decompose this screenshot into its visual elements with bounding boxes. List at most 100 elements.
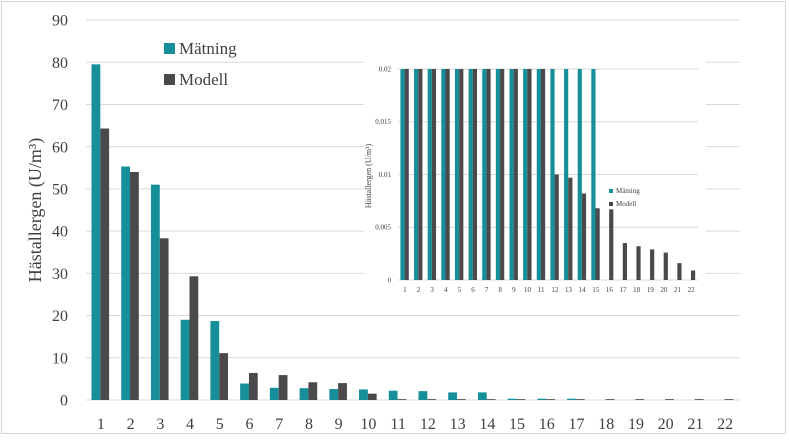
- main-x-tick-label: 4: [186, 416, 194, 433]
- inset-x-tick-label: 7: [485, 286, 489, 294]
- inset-x-tick-label: 20: [660, 286, 668, 294]
- main-y-tick-label: 0: [60, 393, 68, 410]
- inset-bar-modell: [677, 263, 682, 280]
- main-x-tick-label: 5: [216, 416, 224, 433]
- inset-x-tick-label: 17: [620, 286, 628, 294]
- main-bar-matning: [150, 184, 160, 400]
- main-bar-matning: [121, 166, 131, 400]
- inset-bar-modell: [472, 69, 477, 280]
- main-bar-matning: [240, 383, 249, 400]
- inset-bar-matning: [495, 69, 501, 280]
- inset-bar-modell: [690, 270, 696, 280]
- inset-x-tick-label: 5: [458, 286, 462, 294]
- main-bar-matning: [448, 392, 458, 400]
- inset-bar-modell: [418, 69, 423, 280]
- main-bar-matning: [180, 319, 190, 400]
- inset-legend-label: Modell: [616, 200, 636, 208]
- main-bar-modell: [516, 399, 526, 400]
- inset-bar-modell: [609, 209, 614, 280]
- inset-y-tick-label: 0.02: [379, 65, 392, 73]
- inset-bar-modell: [622, 243, 627, 280]
- main-bar-modell: [635, 399, 645, 400]
- inset-x-tick-label: 1: [403, 286, 407, 294]
- main-x-tick-label: 21: [687, 416, 703, 433]
- inset-x-tick-label: 10: [524, 286, 532, 294]
- inset-bar-modell: [663, 252, 668, 280]
- inset-legend-swatch: [609, 202, 613, 206]
- main-bar-modell: [130, 172, 139, 400]
- inset-bar-modell: [431, 69, 437, 280]
- inset-x-tick-label: 19: [647, 286, 655, 294]
- inset-bar-modell: [445, 69, 450, 280]
- inset-bar-modell: [636, 246, 641, 280]
- main-y-tick-label: 30: [52, 266, 68, 283]
- main-x-tick-label: 8: [305, 416, 313, 433]
- inset-bar-matning: [400, 69, 405, 280]
- inset-x-tick-label: 11: [538, 286, 545, 294]
- inset-bar-modell: [540, 69, 546, 280]
- inset-bar-modell: [500, 69, 505, 280]
- inset-bar-matning: [509, 69, 514, 280]
- inset-x-tick-label: 9: [512, 286, 516, 294]
- main-bar-modell: [546, 399, 556, 400]
- main-bar-modell: [338, 383, 347, 400]
- main-bar-modell: [248, 372, 258, 400]
- inset-x-tick-label: 8: [499, 286, 503, 294]
- inset-bar-matning: [591, 69, 596, 280]
- inset-x-tick-label: 18: [633, 286, 641, 294]
- main-y-tick-label: 40: [52, 224, 68, 241]
- main-x-tick-label: 22: [717, 416, 733, 433]
- inset-bar-modell: [404, 69, 409, 280]
- main-bar-modell: [159, 238, 169, 400]
- main-y-tick-label: 10: [52, 350, 68, 367]
- main-bar-matning: [210, 321, 220, 400]
- main-y-tick-label: 20: [52, 308, 68, 325]
- inset-bar-matning: [564, 69, 569, 280]
- main-bar-matning: [91, 64, 101, 400]
- inset-bar-modell: [486, 69, 491, 280]
- inset-x-tick-label: 14: [579, 286, 587, 294]
- main-bar-matning: [388, 390, 398, 400]
- main-bar-matning: [477, 392, 487, 400]
- main-x-tick-label: 14: [479, 416, 495, 433]
- inset-bar-matning: [523, 69, 528, 280]
- inset-bar-modell: [527, 69, 532, 280]
- main-legend-label: Mätning: [179, 39, 237, 58]
- main-bar-modell: [575, 399, 585, 400]
- main-bar-modell: [486, 399, 496, 400]
- inset-legend-swatch: [609, 189, 613, 193]
- main-bar-matning: [567, 398, 576, 400]
- inset-y-tick-label: 0: [388, 276, 392, 284]
- inset-bar-modell: [554, 174, 559, 280]
- main-x-tick-label: 13: [450, 416, 466, 433]
- inset-legend-label: Mätning: [616, 187, 640, 195]
- main-y-tick-label: 90: [52, 13, 68, 30]
- inset-bar-modell: [650, 249, 655, 280]
- main-bar-matning: [299, 388, 309, 400]
- inset-x-tick-label: 15: [592, 286, 600, 294]
- main-legend-swatch: [164, 43, 175, 54]
- main-bar-modell: [367, 393, 377, 400]
- inset-y-tick-label: 0.015: [375, 118, 391, 126]
- main-bar-matning: [507, 398, 517, 400]
- main-legend-label: Modell: [179, 70, 228, 89]
- main-bar-matning: [418, 391, 428, 400]
- main-x-tick-label: 11: [390, 416, 405, 433]
- main-x-tick-label: 15: [509, 416, 525, 433]
- figure-border: [1, 1, 786, 434]
- main-x-tick-label: 18: [598, 416, 614, 433]
- inset-y-tick-label: 0.005: [375, 224, 391, 232]
- inset-bar-modell: [581, 193, 587, 280]
- main-bar-modell: [665, 399, 674, 400]
- main-bar-modell: [605, 399, 615, 400]
- main-bar-modell: [308, 382, 318, 400]
- main-y-tick-label: 50: [52, 181, 68, 198]
- inset-y-tick-label: 0.01: [379, 171, 392, 179]
- inset-bar-matning: [441, 69, 446, 280]
- inset-y-axis-label: Hästallergen (U/m³): [364, 144, 373, 209]
- inset-bar-matning: [427, 69, 432, 280]
- main-x-tick-label: 17: [569, 416, 585, 433]
- inset-x-tick-label: 22: [688, 286, 696, 294]
